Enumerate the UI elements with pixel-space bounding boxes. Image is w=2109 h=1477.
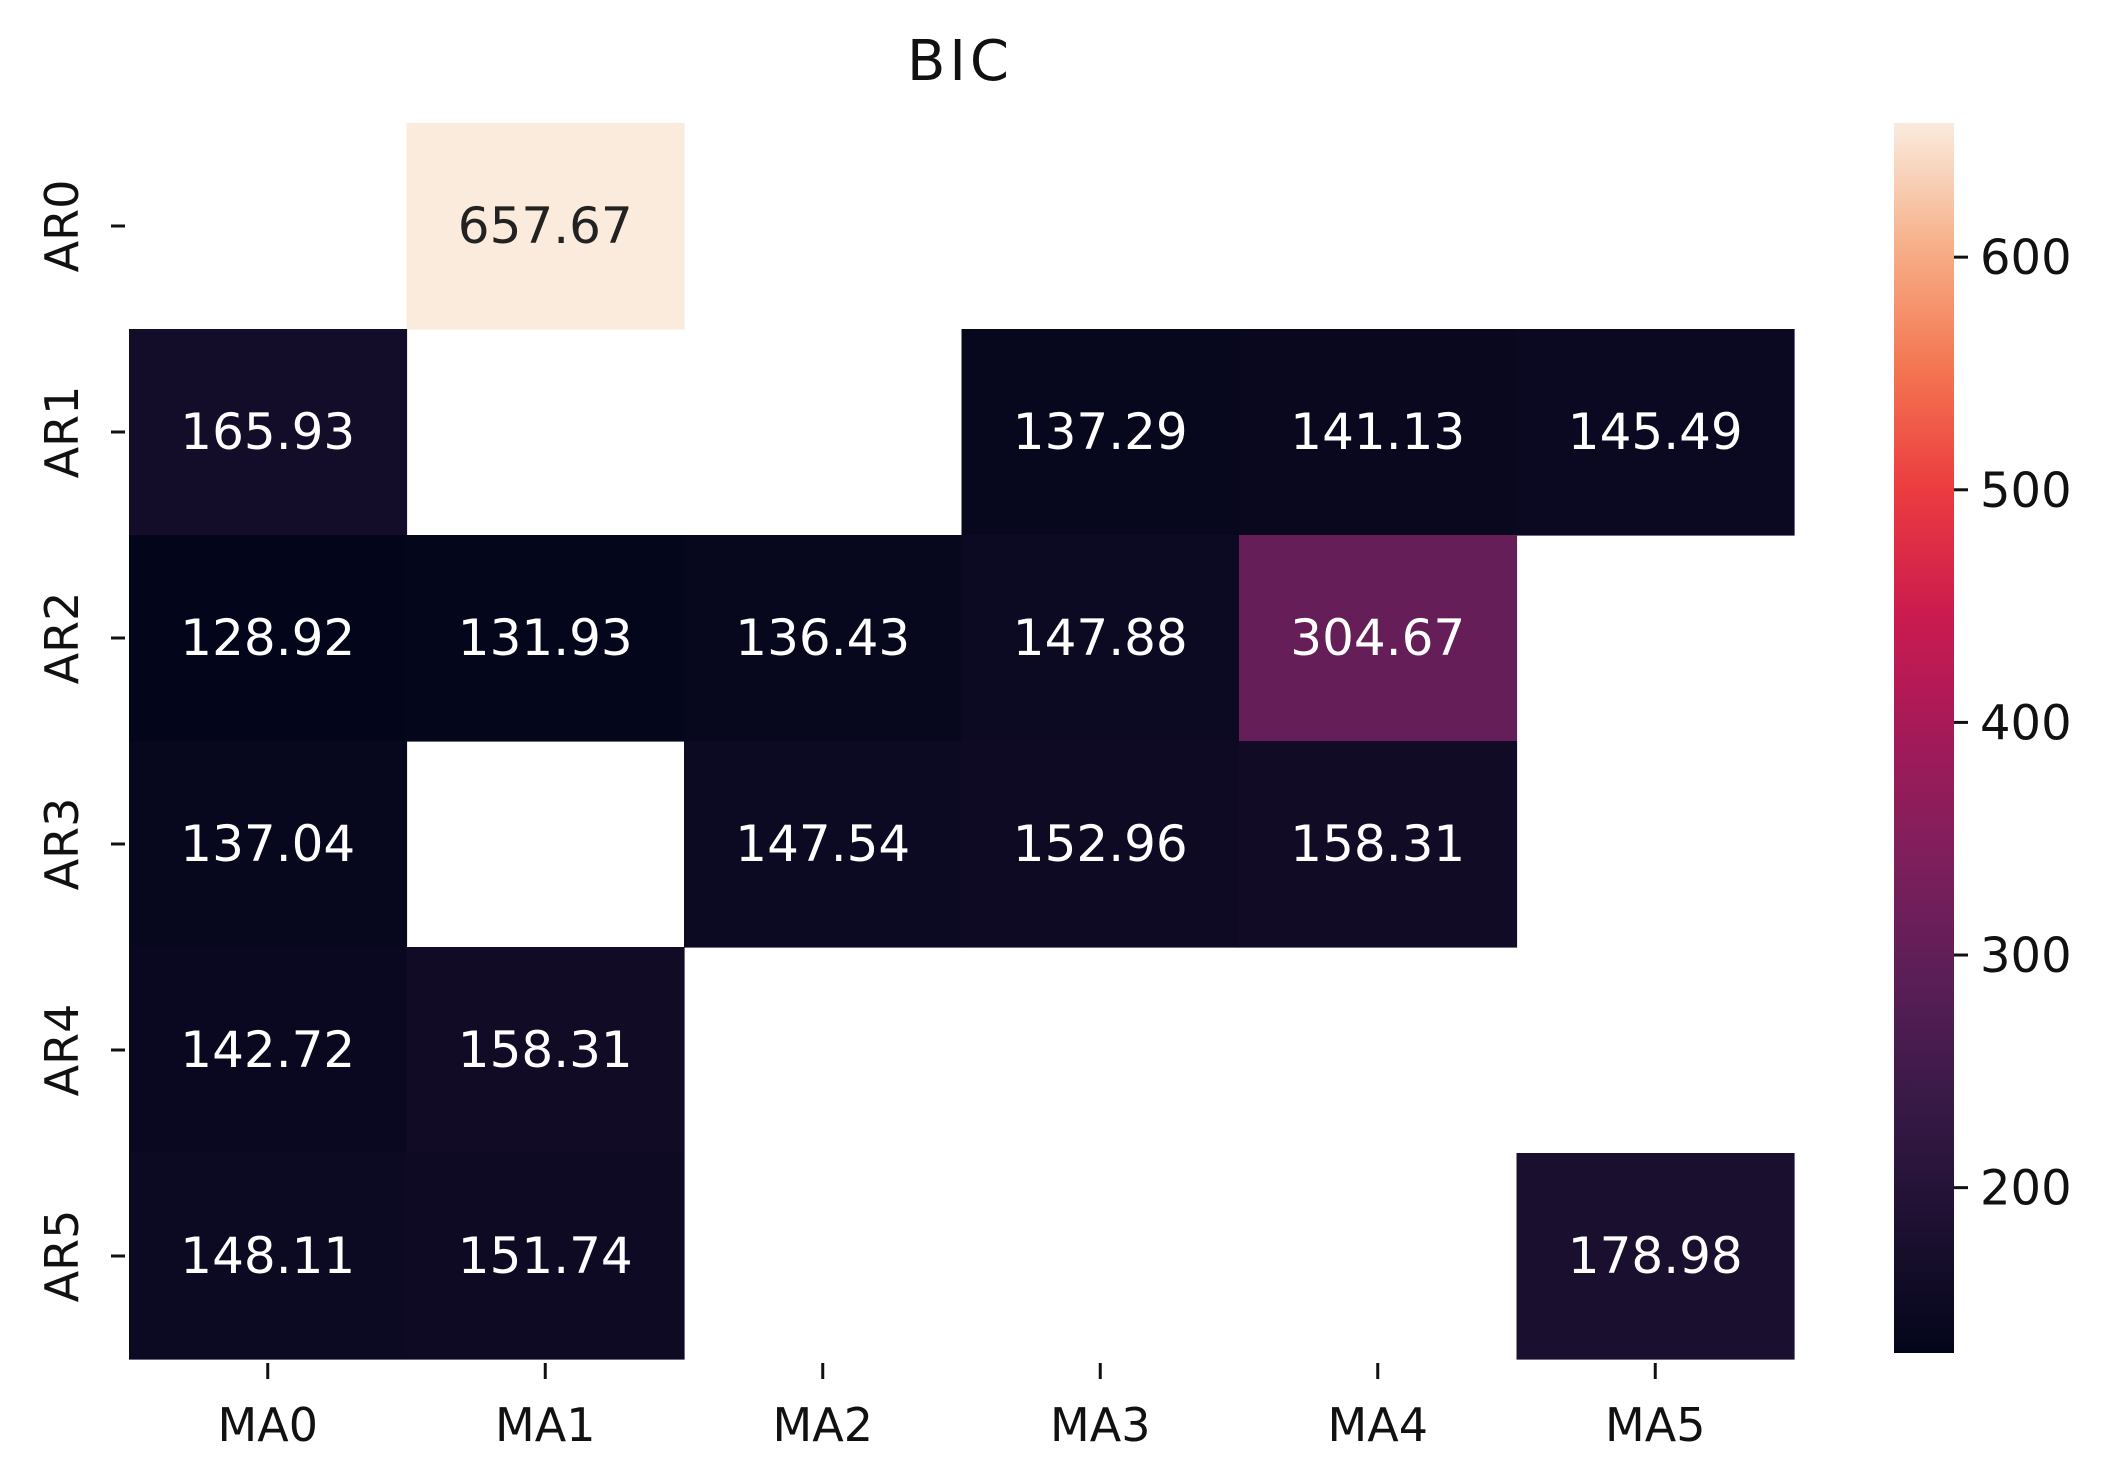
colorbar-tick-label: 600: [1980, 230, 2072, 286]
cell-value-label: 151.74: [458, 1227, 633, 1285]
heatmap-cell: [406, 535, 685, 742]
heatmap-cell: [961, 329, 1240, 536]
heatmap-cell: [684, 535, 963, 742]
colorbar-tick-label: 500: [1980, 463, 2072, 519]
cell-value-label: 147.54: [735, 815, 910, 873]
cell-value-label: 141.13: [1290, 403, 1465, 461]
y-tick-label: AR2: [35, 592, 89, 685]
x-tick-label: MA2: [773, 1398, 873, 1452]
cell-value-label: 137.04: [180, 815, 355, 873]
heatmap-cell: [1516, 329, 1795, 536]
cell-value-label: 147.88: [1013, 609, 1188, 667]
cell-value-label: 657.67: [458, 197, 633, 255]
colorbar-tick-label: 400: [1980, 695, 2072, 751]
cell-value-label: 145.49: [1568, 403, 1743, 461]
y-tick-label: AR1: [35, 386, 89, 479]
heatmap-cell: [961, 535, 1240, 742]
heatmap-cell: [1516, 1153, 1795, 1360]
heatmap-cell: [129, 329, 408, 536]
heatmap-cell: [129, 741, 408, 948]
chart-title: BIC: [907, 29, 1013, 94]
heatmap-cell: [406, 1153, 685, 1360]
y-tick-label: AR4: [35, 1004, 89, 1097]
cell-value-label: 128.92: [180, 609, 355, 667]
heatmap-cell: [129, 947, 408, 1154]
heatmap-cell: [406, 947, 685, 1154]
cell-value-label: 158.31: [1290, 815, 1465, 873]
heatmap-cell: [684, 741, 963, 948]
heatmap-cell: [406, 123, 685, 330]
x-tick-label: MA1: [495, 1398, 595, 1452]
heatmap-cell: [1239, 535, 1518, 742]
y-tick-label: AR0: [35, 180, 89, 273]
heatmap-cell: [1239, 741, 1518, 948]
cell-value-label: 304.67: [1290, 609, 1465, 667]
heatmap-cell: [961, 741, 1240, 948]
x-tick-label: MA0: [218, 1398, 318, 1452]
heatmap-cell: [1239, 329, 1518, 536]
colorbar-tick-label: 300: [1980, 928, 2072, 984]
cell-value-label: 148.11: [180, 1227, 355, 1285]
cell-value-label: 142.72: [180, 1021, 355, 1079]
y-tick-label: AR5: [35, 1210, 89, 1303]
colorbar-tick-label: 200: [1980, 1161, 2072, 1217]
heatmap-cell: [129, 535, 408, 742]
cell-value-label: 178.98: [1568, 1227, 1743, 1285]
colorbar: [1894, 123, 1954, 1353]
cell-value-label: 158.31: [458, 1021, 633, 1079]
x-tick-label: MA5: [1605, 1398, 1705, 1452]
cell-value-label: 165.93: [180, 403, 355, 461]
x-tick-label: MA4: [1328, 1398, 1428, 1452]
cell-value-label: 131.93: [458, 609, 633, 667]
cell-value-label: 137.29: [1013, 403, 1188, 461]
y-tick-label: AR3: [35, 798, 89, 891]
cell-value-label: 136.43: [735, 609, 910, 667]
heatmap-cell: [129, 1153, 408, 1360]
cell-value-label: 152.96: [1013, 815, 1188, 873]
x-tick-label: MA3: [1050, 1398, 1150, 1452]
